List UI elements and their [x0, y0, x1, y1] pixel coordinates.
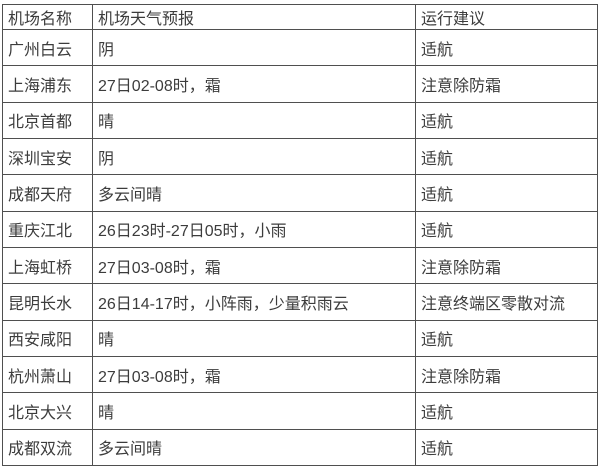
advice-cell: 适航 — [415, 174, 598, 212]
airport-weather-forecast-table: 机场名称 机场天气预报 运行建议 广州白云 阴 适航 上海浦东 27日02-08… — [2, 4, 598, 467]
airport-name-cell: 广州白云 — [2, 28, 93, 67]
table-row: 杭州萧山 27日03-08时，霜 注意除防霜 — [2, 355, 598, 394]
advice-cell: 注意除防霜 — [415, 65, 598, 103]
forecast-cell: 26日14-17时，小阵雨，少量积雨云 — [92, 283, 416, 321]
advice-cell: 适航 — [415, 137, 598, 176]
forecast-cell: 27日03-08时，霜 — [92, 246, 416, 285]
advice-cell: 适航 — [415, 210, 598, 248]
forecast-cell: 26日23时-27日05时，小雨 — [92, 210, 416, 248]
airport-name-cell: 北京大兴 — [2, 392, 93, 430]
airport-name-cell: 昆明长水 — [2, 283, 93, 321]
advice-cell: 适航 — [415, 28, 598, 67]
forecast-cell: 晴 — [92, 101, 416, 139]
advice-cell: 适航 — [415, 392, 598, 430]
advice-cell: 适航 — [415, 101, 598, 139]
table-row: 成都双流 多云间晴 适航 — [2, 428, 598, 467]
table-row: 昆明长水 26日14-17时，小阵雨，少量积雨云 注意终端区零散对流 — [2, 283, 598, 321]
forecast-cell: 27日02-08时，霜 — [92, 65, 416, 103]
header-row: 机场名称 机场天气预报 运行建议 — [2, 4, 598, 30]
table-row: 上海虹桥 27日03-08时，霜 注意除防霜 — [2, 246, 598, 285]
table-row: 深圳宝安 阴 适航 — [2, 137, 598, 176]
table-row: 重庆江北 26日23时-27日05时，小雨 适航 — [2, 210, 598, 248]
airport-name-cell: 上海浦东 — [2, 65, 93, 103]
advice-cell: 适航 — [415, 319, 598, 357]
forecast-cell: 晴 — [92, 319, 416, 357]
airport-name-cell: 上海虹桥 — [2, 246, 93, 285]
airport-name-cell: 杭州萧山 — [2, 355, 93, 394]
airport-name-cell: 北京首都 — [2, 101, 93, 139]
forecast-cell: 多云间晴 — [92, 174, 416, 212]
advice-cell: 适航 — [415, 428, 598, 467]
table-row: 上海浦东 27日02-08时，霜 注意除防霜 — [2, 65, 598, 103]
header-operation-advice: 运行建议 — [415, 4, 598, 30]
header-weather-forecast: 机场天气预报 — [92, 4, 416, 30]
advice-cell: 注意终端区零散对流 — [415, 283, 598, 321]
advice-cell: 注意除防霜 — [415, 246, 598, 285]
airport-name-cell: 重庆江北 — [2, 210, 93, 248]
airport-name-cell: 西安咸阳 — [2, 319, 93, 357]
table-row: 广州白云 阴 适航 — [2, 28, 598, 67]
table-row: 北京首都 晴 适航 — [2, 101, 598, 139]
airport-name-cell: 深圳宝安 — [2, 137, 93, 176]
airport-name-cell: 成都天府 — [2, 174, 93, 212]
airport-name-cell: 成都双流 — [2, 428, 93, 467]
table-row: 成都天府 多云间晴 适航 — [2, 174, 598, 212]
forecast-cell: 晴 — [92, 392, 416, 430]
forecast-cell: 多云间晴 — [92, 428, 416, 467]
table-row: 北京大兴 晴 适航 — [2, 392, 598, 430]
advice-cell: 注意除防霜 — [415, 355, 598, 394]
forecast-cell: 阴 — [92, 137, 416, 176]
forecast-cell: 阴 — [92, 28, 416, 67]
forecast-cell: 27日03-08时，霜 — [92, 355, 416, 394]
table-row: 西安咸阳 晴 适航 — [2, 319, 598, 357]
header-airport-name: 机场名称 — [2, 4, 93, 30]
